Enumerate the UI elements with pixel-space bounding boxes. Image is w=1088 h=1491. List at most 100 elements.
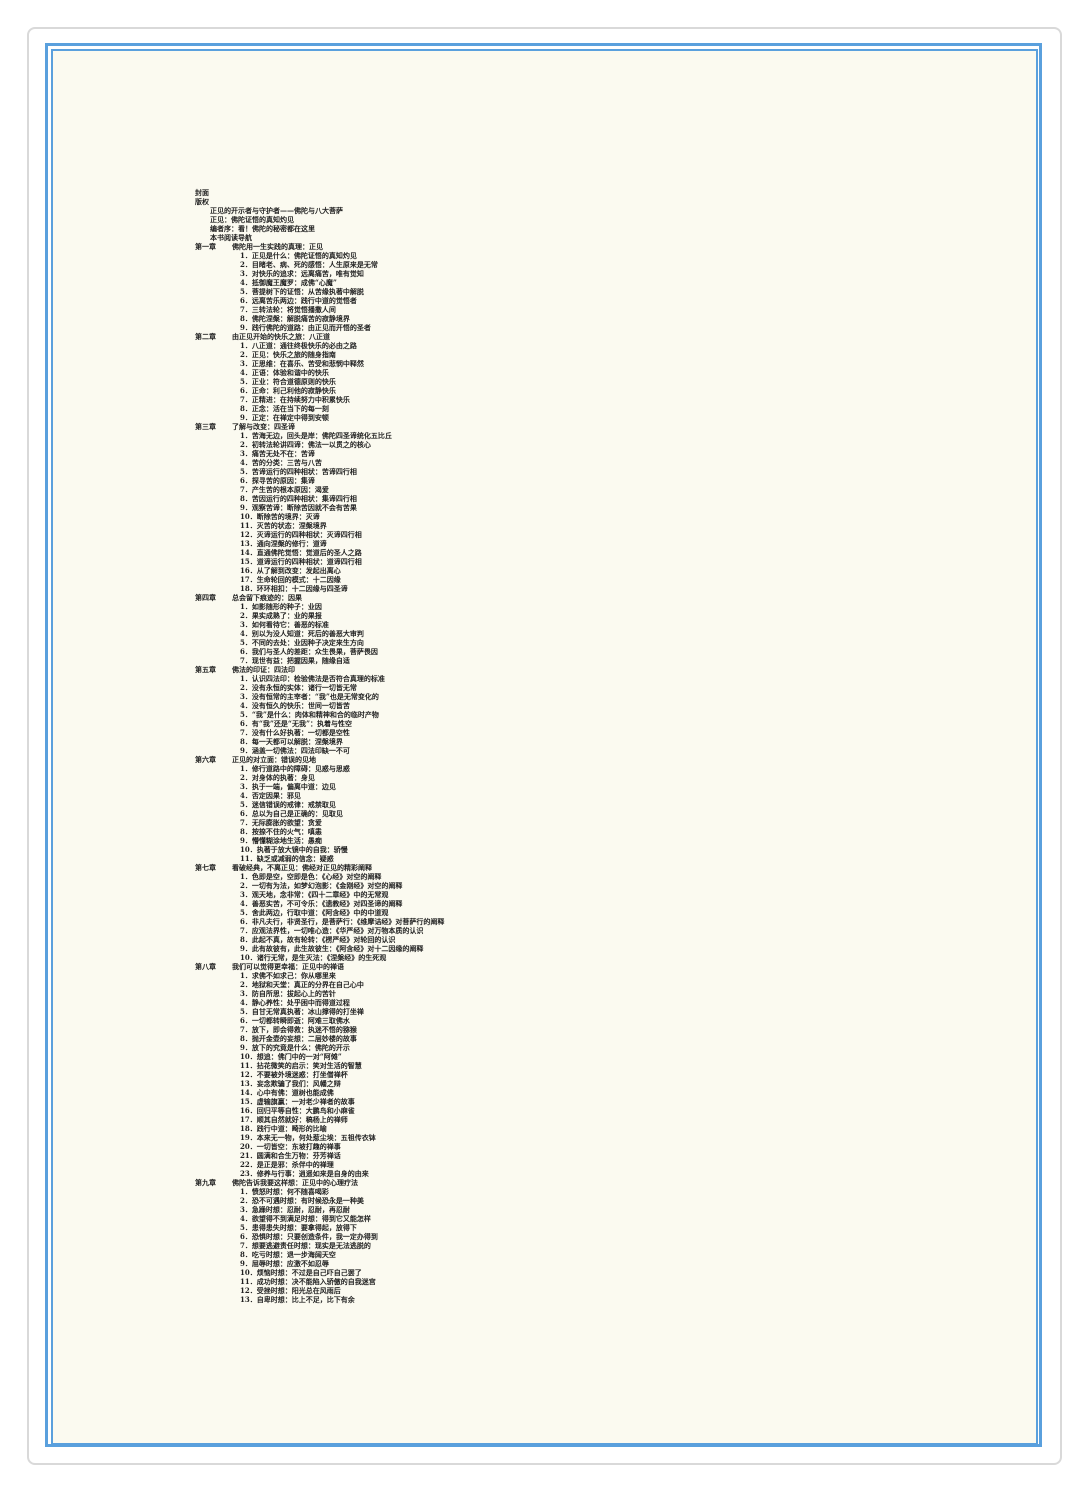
section-entry: 4．善恶实苦，不可令乐：《遗教经》对四圣谛的阐释 bbox=[240, 899, 403, 908]
section-entry: 5．苦谛运行的四种相状：苦谛四行相 bbox=[240, 467, 357, 476]
toc-entry: 正见：佛陀证悟的真知灼见 bbox=[210, 215, 294, 224]
section-entry: 8．此起不真，故有轮转：《楞严经》对轮回的认识 bbox=[240, 935, 396, 944]
chapter-label: 第七章 bbox=[195, 863, 216, 872]
section-entry: 6．远离苦乐两边：践行中道的觉悟者 bbox=[240, 296, 357, 305]
section-entry: 4．静心养性：处乎困中而得道过程 bbox=[240, 998, 350, 1007]
chapter-title: 看破经典，不离正见：佛经对正见的精彩阐释 bbox=[232, 863, 372, 872]
section-entry: 5．“我”是什么：肉体和精神和合的临时产物 bbox=[240, 710, 379, 719]
section-entry: 11．成功时想：决不能陷入骄傲的自我迷宫 bbox=[240, 1277, 376, 1286]
section-entry: 6．恐惧时想：只要创造条件，我一定办得到 bbox=[240, 1232, 378, 1241]
section-entry: 19．本来无一物，何处惹尘埃：五祖传衣钵 bbox=[240, 1133, 376, 1142]
section-entry: 15．虚输旗赢：一对老少禅者的故事 bbox=[240, 1097, 355, 1106]
section-entry: 16．从了解到改变：发起出离心 bbox=[240, 566, 341, 575]
section-entry: 14．心中有佛：道树也能成佛 bbox=[240, 1088, 334, 1097]
section-entry: 8．正念：活在当下的每一刻 bbox=[240, 404, 329, 413]
section-entry: 1．苦海无边，回头是岸：佛陀四圣谛统化五比丘 bbox=[240, 431, 392, 440]
section-entry: 9．观察苦谛：断除苦因就不会有苦果 bbox=[240, 503, 357, 512]
section-entry: 12．受挫时想：阳光总在风雨后 bbox=[240, 1286, 341, 1295]
chapter-label: 第八章 bbox=[195, 962, 216, 971]
section-entry: 11．灭苦的状态：涅槃境界 bbox=[240, 521, 327, 530]
section-entry: 6．探寻苦的原因：集谛 bbox=[240, 476, 315, 485]
section-entry: 2．目睹老、病、死的感悟：人生原来是无常 bbox=[240, 260, 378, 269]
section-entry: 3．没有恒常的主宰者：“我”也是无常变化的 bbox=[240, 692, 379, 701]
section-entry: 6．我们与圣人的差距：众生畏果，菩萨畏因 bbox=[240, 647, 378, 656]
toc-entry: 编者序：看！佛陀的秘密都在这里 bbox=[210, 224, 315, 233]
section-entry: 7．应观法界性，一切唯心造：《华严经》对万物本质的认识 bbox=[240, 926, 424, 935]
section-entry: 3．急躁时想：忍耐，忍耐，再忍耐 bbox=[240, 1205, 350, 1214]
section-entry: 11．拈花微笑的启示：笑对生活的智慧 bbox=[240, 1061, 362, 1070]
chapter-title: 我们可以觉得更幸福：正见中的禅语 bbox=[232, 962, 344, 971]
section-entry: 1．修行道路中的障碍：见惑与思惑 bbox=[240, 764, 350, 773]
section-entry: 5．迷信错误的戒律：戒禁取见 bbox=[240, 800, 336, 809]
chapter-title: 了解与改变：四圣谛 bbox=[232, 422, 295, 431]
section-entry: 10．烦恼时想：不过是自己吓自己罢了 bbox=[240, 1268, 362, 1277]
section-entry: 6．非凡夫行，非贤圣行，是菩萨行：《维摩诘经》对菩萨行的阐释 bbox=[240, 917, 445, 926]
section-entry: 6．一切都转瞬即逝：阿难三取佛水 bbox=[240, 1016, 350, 1025]
section-entry: 2．没有永恒的实体：诸行一切皆无常 bbox=[240, 683, 357, 692]
section-entry: 8．每一天都可以解脱：涅槃境界 bbox=[240, 737, 343, 746]
section-entry: 1．愤怒时想：何不随喜喝彩 bbox=[240, 1187, 329, 1196]
section-entry: 20．一切皆空：东坡打趣的禅事 bbox=[240, 1142, 341, 1151]
page bbox=[51, 49, 1038, 1445]
chapter-title: 由正见开始的快乐之旅：八正道 bbox=[232, 332, 330, 341]
section-entry: 2．初转法轮讲四谛：佛法一以贯之的核心 bbox=[240, 440, 371, 449]
chapter-label: 第九章 bbox=[195, 1178, 216, 1187]
section-entry: 12．不要被外境迷惑：打坐僧禅杯 bbox=[240, 1070, 348, 1079]
section-entry: 3．正思维：在喜乐、苦受和悲悯中释然 bbox=[240, 359, 364, 368]
chapter-label: 第五章 bbox=[195, 665, 216, 674]
section-entry: 8．佛陀涅槃：解脱痛苦的寂静境界 bbox=[240, 314, 350, 323]
section-entry: 9．此有故彼有，此生故彼生：《阿含经》对十二因缘的阐释 bbox=[240, 944, 424, 953]
chapter-label: 第二章 bbox=[195, 332, 216, 341]
section-entry: 9．践行佛陀的道路：由正见而开悟的圣者 bbox=[240, 323, 371, 332]
section-entry: 5．舍此两边，行取中道：《阿含经》中的中道观 bbox=[240, 908, 389, 917]
toc-entry: 封面 bbox=[195, 188, 209, 197]
section-entry: 10．想追：佛门中的一对“阿傩” bbox=[240, 1052, 342, 1061]
section-entry: 3．执于一端，偏离中道：边见 bbox=[240, 782, 336, 791]
chapter-title: 佛法的印证：四法印 bbox=[232, 665, 295, 674]
section-entry: 9．涵盖一切佛法：四法印缺一不可 bbox=[240, 746, 350, 755]
section-entry: 18．践行中道：畸形的比喻 bbox=[240, 1124, 327, 1133]
section-entry: 5．患得患失时想：要拿得起，放得下 bbox=[240, 1223, 357, 1232]
section-entry: 12．灭谛运行的四种相状：灭谛四行相 bbox=[240, 530, 362, 539]
section-entry: 2．果实成熟了：业的果报 bbox=[240, 611, 322, 620]
section-entry: 1．如影随形的种子：业因 bbox=[240, 602, 322, 611]
section-entry: 13．通向涅槃的修行：道谛 bbox=[240, 539, 327, 548]
section-entry: 4．没有恒久的快乐：世间一切皆苦 bbox=[240, 701, 350, 710]
section-entry: 18．环环相扣：十二因缘与四圣谛 bbox=[240, 584, 348, 593]
section-entry: 13．自卑时想：比上不足，比下有余 bbox=[240, 1295, 355, 1304]
section-entry: 11．缺乏或减弱的信念：疑惑 bbox=[240, 854, 334, 863]
section-entry: 5．不同的去处：业因种子决定来生方向 bbox=[240, 638, 364, 647]
section-entry: 7．三转法轮：将觉悟播撒人间 bbox=[240, 305, 336, 314]
toc-entry: 本书阅读导航 bbox=[210, 233, 252, 242]
section-entry: 4．抵御魔王魔罗：成佛“心魔” bbox=[240, 278, 337, 287]
section-entry: 16．回归平等自性：大鹏鸟和小麻雀 bbox=[240, 1106, 355, 1115]
chapter-title: 总会留下痕迹的：因果 bbox=[232, 593, 302, 602]
section-entry: 1．认识四法印：检验佛法是否符合真理的标准 bbox=[240, 674, 385, 683]
section-entry: 7．没有什么好执著：一切都是空性 bbox=[240, 728, 350, 737]
section-entry: 5．自甘无常真执著：冰山撑得的打坐禅 bbox=[240, 1007, 364, 1016]
section-entry: 3．观天地，念非常：《四十二章经》中的无常观 bbox=[240, 890, 389, 899]
chapter-title: 佛陀用一生实践的真理：正见 bbox=[232, 242, 323, 251]
chapter-label: 第六章 bbox=[195, 755, 216, 764]
toc-entry: 正见的开示者与守护者——佛陀与八大菩萨 bbox=[210, 206, 343, 215]
border-outer bbox=[45, 43, 1042, 1447]
section-entry: 5．正业：符合道德原则的快乐 bbox=[240, 377, 336, 386]
section-entry: 17．顺其自然就好：稿杨上的禅师 bbox=[240, 1115, 348, 1124]
section-entry: 7．放下，即会得救：执迷不悟的猕猴 bbox=[240, 1025, 357, 1034]
section-entry: 4．否定因果：邪见 bbox=[240, 791, 301, 800]
section-entry: 9．屈辱时想：应激不如忍辱 bbox=[240, 1259, 329, 1268]
section-entry: 7．正精进：在持续努力中积累快乐 bbox=[240, 395, 350, 404]
chapter-title: 佛陀告诉我要这样想：正见中的心理疗法 bbox=[232, 1178, 358, 1187]
section-entry: 6．总以为自己是正确的：见取见 bbox=[240, 809, 343, 818]
section-entry: 9．懵懂糊涂地生活：愚痴 bbox=[240, 836, 322, 845]
section-entry: 1．色即是空，空即是色：《心经》对空的阐释 bbox=[240, 872, 382, 881]
section-entry: 17．生命轮回的模式：十二因缘 bbox=[240, 575, 341, 584]
section-entry: 3．对快乐的追求：远离痛苦，唯有觉知 bbox=[240, 269, 364, 278]
section-entry: 15．道谛运行的四种相状：道谛四行相 bbox=[240, 557, 362, 566]
section-entry: 1．八正道：通往终极快乐的必由之路 bbox=[240, 341, 357, 350]
section-entry: 1．正见是什么：佛陀证悟的真知灼见 bbox=[240, 251, 357, 260]
section-entry: 1．求佛不如求己：你从哪里来 bbox=[240, 971, 336, 980]
toc-entry: 版权 bbox=[195, 197, 209, 206]
section-entry: 4．别以为没人知道：死后的善恶大审判 bbox=[240, 629, 364, 638]
section-entry: 9．正定：在禅定中得到安顿 bbox=[240, 413, 329, 422]
